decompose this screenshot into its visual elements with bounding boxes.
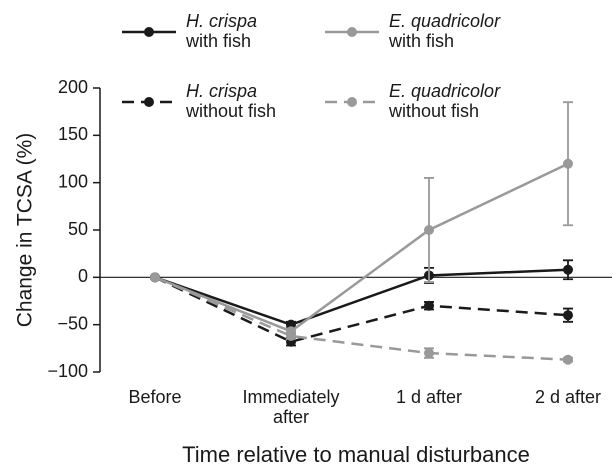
x-tick-label: 1 d after: [396, 387, 462, 407]
point: [563, 158, 573, 169]
y-tick-label: −50: [57, 313, 88, 333]
point: [286, 331, 296, 342]
legend-label: H. crispa without fish: [185, 81, 276, 121]
legend-marker: [144, 97, 154, 107]
legend-marker: [144, 27, 154, 37]
x-axis-title: Time relative to manual disturbance: [182, 442, 530, 467]
point: [424, 225, 434, 235]
point: [563, 354, 573, 365]
series-line: [154, 276, 569, 344]
series-line: [154, 276, 569, 361]
series-line: [154, 162, 569, 333]
x-tick-label: 2 d after: [535, 387, 601, 407]
point: [563, 264, 573, 275]
y-tick-label: 0: [78, 266, 88, 286]
y-tick-label: 200: [58, 77, 88, 97]
y-axis-title: Change in TCSA (%): [14, 133, 37, 328]
y-tick-label: −100: [47, 361, 88, 381]
x-tick-label: Before: [128, 387, 181, 407]
point: [424, 300, 434, 311]
series-line: [154, 268, 569, 326]
point: [563, 310, 573, 321]
legend-label: E. quadricolor with fish: [388, 11, 505, 51]
point: [150, 272, 160, 283]
x-tick-label: Immediately after: [242, 387, 339, 427]
legend-label: E. quadricolor without fish: [388, 81, 505, 121]
y-tick-label: 50: [68, 219, 88, 239]
legend-marker: [347, 27, 357, 37]
point: [424, 348, 434, 359]
legend-label: H. crispa with fish: [185, 11, 262, 51]
y-tick-label: 100: [58, 171, 88, 191]
y-tick-label: 150: [58, 124, 88, 144]
legend-marker: [347, 97, 357, 107]
